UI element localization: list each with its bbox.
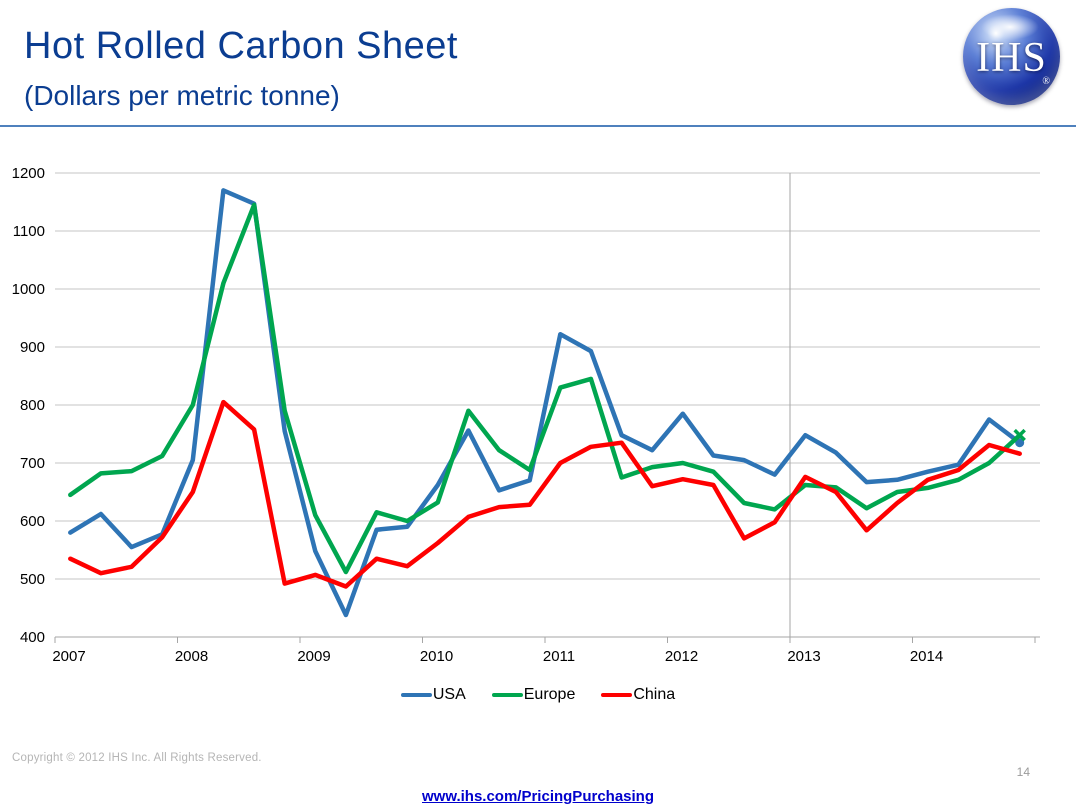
legend-line-swatch-china [601, 693, 633, 697]
end-marker-dot-usa [1015, 438, 1025, 448]
y-axis-tick-label-500: 500 [20, 571, 45, 588]
header-divider [0, 125, 1076, 127]
y-axis-tick-label-1000: 1000 [12, 281, 45, 298]
series-line-usa [68, 188, 1022, 618]
x-axis-tick-label-2007: 2007 [52, 648, 85, 665]
legend-label-usa: USA [432, 686, 466, 703]
legend-item-usa: USA [400, 686, 466, 704]
end-marker-x-europe [1013, 428, 1026, 442]
y-axis-tick-label-400: 400 [20, 629, 45, 646]
x-axis-tick-label-2009: 2009 [297, 648, 330, 665]
legend-item-china: China [601, 686, 675, 704]
price-chart: 400 500 600 700 800 900 1000 1100 1200 2007 2008 20… [0, 150, 1076, 665]
price-chart-svg: 400 500 600 700 800 900 1000 1100 1200 2007 2008 20… [12, 165, 1040, 665]
y-axis-tick-label-800: 800 [20, 397, 45, 414]
y-axis-tick-label-900: 900 [20, 339, 45, 356]
legend-item-europe: Europe [491, 686, 576, 704]
series-line-china [68, 399, 1022, 589]
legend-line-swatch-usa [400, 693, 432, 697]
pricing-purchasing-link[interactable]: www.ihs.com/PricingPurchasing [422, 788, 654, 805]
legend-label-china: China [633, 686, 676, 703]
ihs-logo: IHS ® [963, 8, 1060, 105]
x-axis-tick-label-2008: 2008 [175, 648, 208, 665]
registered-trademark-icon: ® [1042, 76, 1050, 87]
legend-label-europe: Europe [523, 686, 576, 703]
x-axis-tick-label-2011: 2011 [543, 648, 575, 665]
y-axis-tick-label-700: 700 [20, 455, 45, 472]
y-axis-tick-label-1200: 1200 [12, 165, 45, 182]
legend-line-swatch-europe [491, 693, 523, 697]
y-axis-tick-label-1100: 1100 [13, 223, 45, 240]
x-axis-tick-label-2013: 2013 [787, 648, 820, 665]
x-axis-tick-label-2014: 2014 [910, 648, 943, 665]
x-axis-tick-label-2012: 2012 [665, 648, 698, 665]
page-title: Hot Rolled Carbon Sheet [24, 25, 458, 67]
page-subtitle: (Dollars per metric tonne) [24, 80, 340, 111]
y-axis-tick-label-600: 600 [20, 513, 45, 530]
page-number: 14 [1016, 765, 1030, 779]
series-line-europe [68, 202, 1022, 575]
chart-legend: USA Europe China [0, 686, 1076, 704]
x-axis-tick-label-2010: 2010 [420, 648, 453, 665]
ihs-logo-text: IHS [976, 35, 1047, 81]
copyright-text: Copyright © 2012 IHS Inc. All Rights Res… [12, 752, 262, 764]
